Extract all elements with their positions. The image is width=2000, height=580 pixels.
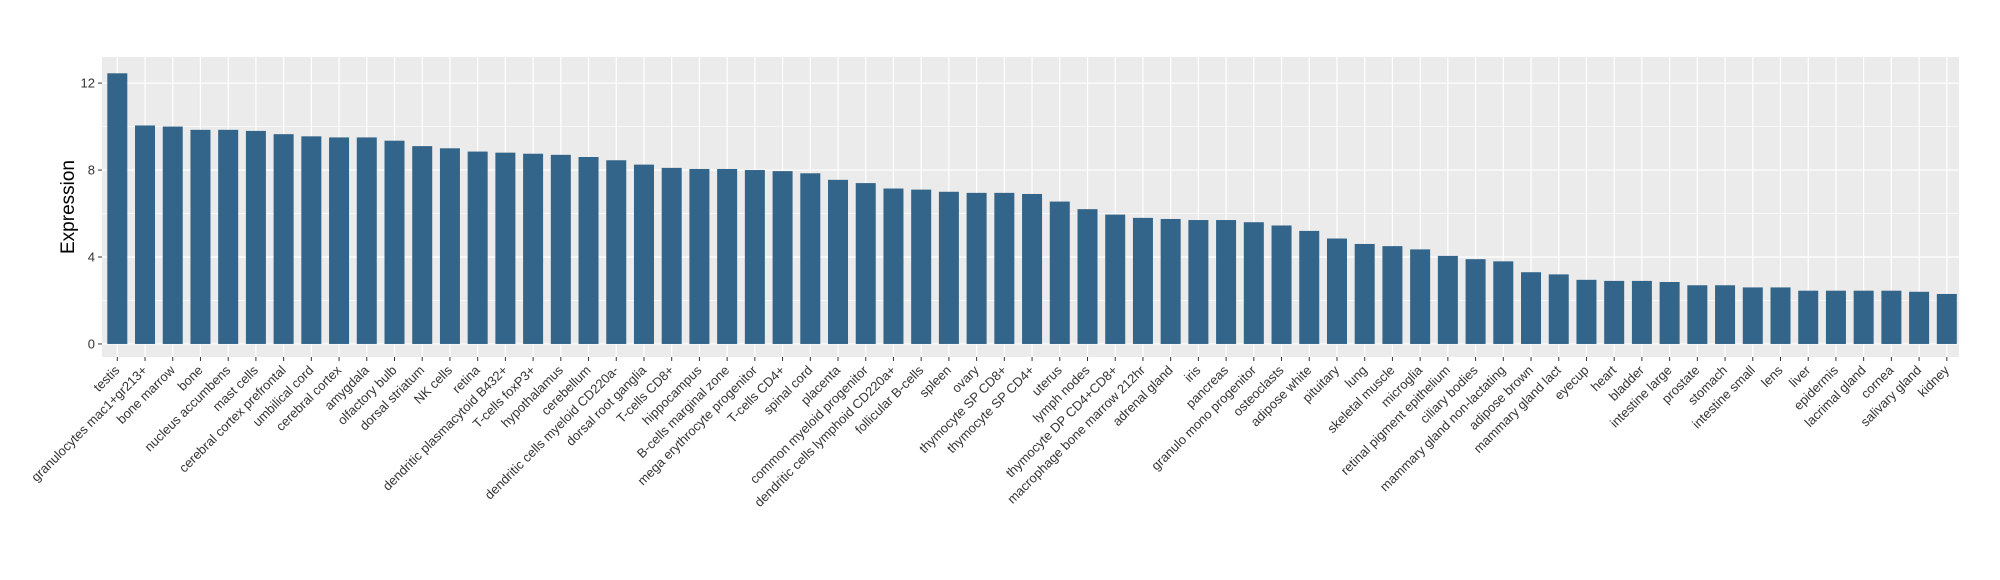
- bar: [245, 130, 266, 344]
- bar: [1271, 225, 1292, 344]
- bar: [633, 164, 654, 344]
- bar: [606, 160, 627, 344]
- bar: [1909, 291, 1930, 344]
- bar: [1105, 214, 1126, 344]
- bar: [828, 179, 849, 344]
- bar: [135, 125, 156, 344]
- bar: [883, 188, 904, 344]
- bar: [744, 170, 765, 344]
- bar: [1853, 290, 1874, 344]
- x-tick-label: kidney: [1915, 362, 1953, 400]
- y-tick-label: 4: [88, 250, 95, 265]
- bar: [1410, 249, 1431, 344]
- bar: [855, 183, 876, 344]
- bar: [467, 151, 488, 344]
- bar: [550, 154, 571, 344]
- bar: [1382, 246, 1403, 344]
- bar: [107, 73, 128, 344]
- bar: [495, 152, 516, 344]
- bar: [162, 126, 183, 344]
- bar: [800, 173, 821, 344]
- bar: [1188, 220, 1209, 344]
- bar: [911, 189, 932, 344]
- bar: [329, 137, 350, 344]
- bar: [356, 137, 377, 344]
- y-tick-label: 8: [88, 163, 95, 178]
- bar: [523, 153, 544, 344]
- x-tick-label: spleen: [916, 363, 954, 401]
- bar: [1742, 287, 1763, 344]
- x-tick-label: granulocytes mac1+gr213+: [28, 363, 150, 485]
- bar: [1715, 285, 1736, 344]
- bar: [1548, 274, 1569, 344]
- x-tick-label: lens: [1758, 362, 1786, 390]
- bar: [1493, 261, 1514, 344]
- bar: [1798, 290, 1819, 344]
- y-tick-label: 12: [81, 76, 95, 91]
- bar: [1521, 272, 1542, 344]
- bar: [218, 129, 239, 344]
- bar: [938, 191, 959, 344]
- y-tick-label: 0: [88, 336, 95, 351]
- bar: [301, 136, 322, 344]
- y-axis: 0 4 8 12: [81, 76, 102, 351]
- bar: [1243, 222, 1264, 344]
- bar: [384, 140, 405, 344]
- bar: [1437, 255, 1458, 344]
- bar: [966, 192, 987, 344]
- bar: [1936, 293, 1957, 344]
- bar: [1049, 201, 1070, 344]
- bar: [1659, 282, 1680, 344]
- bar: [1631, 280, 1652, 344]
- bar: [994, 192, 1015, 344]
- bar: [1022, 193, 1043, 344]
- bar: [578, 157, 599, 344]
- bar: [190, 129, 211, 344]
- bar: [689, 168, 710, 344]
- bar: [412, 146, 433, 344]
- y-axis-title: Expression: [58, 160, 79, 254]
- bar: [717, 168, 738, 344]
- bar: [1132, 217, 1153, 344]
- bar: [1604, 280, 1625, 344]
- bar: [1770, 287, 1791, 344]
- bar: [1299, 230, 1320, 344]
- bar: [1576, 279, 1597, 344]
- bar: [439, 148, 460, 344]
- bar: [1077, 209, 1098, 344]
- bar: [1687, 285, 1708, 344]
- bar: [1216, 220, 1237, 344]
- bar: [1354, 243, 1375, 344]
- bar: [1465, 259, 1486, 344]
- bar: [661, 167, 682, 344]
- bar: [273, 134, 294, 344]
- bar: [1881, 290, 1902, 344]
- bar: [772, 171, 793, 344]
- bar: [1160, 218, 1181, 344]
- bar: [1825, 290, 1846, 344]
- bar: [1326, 238, 1347, 344]
- bars: [107, 73, 1957, 344]
